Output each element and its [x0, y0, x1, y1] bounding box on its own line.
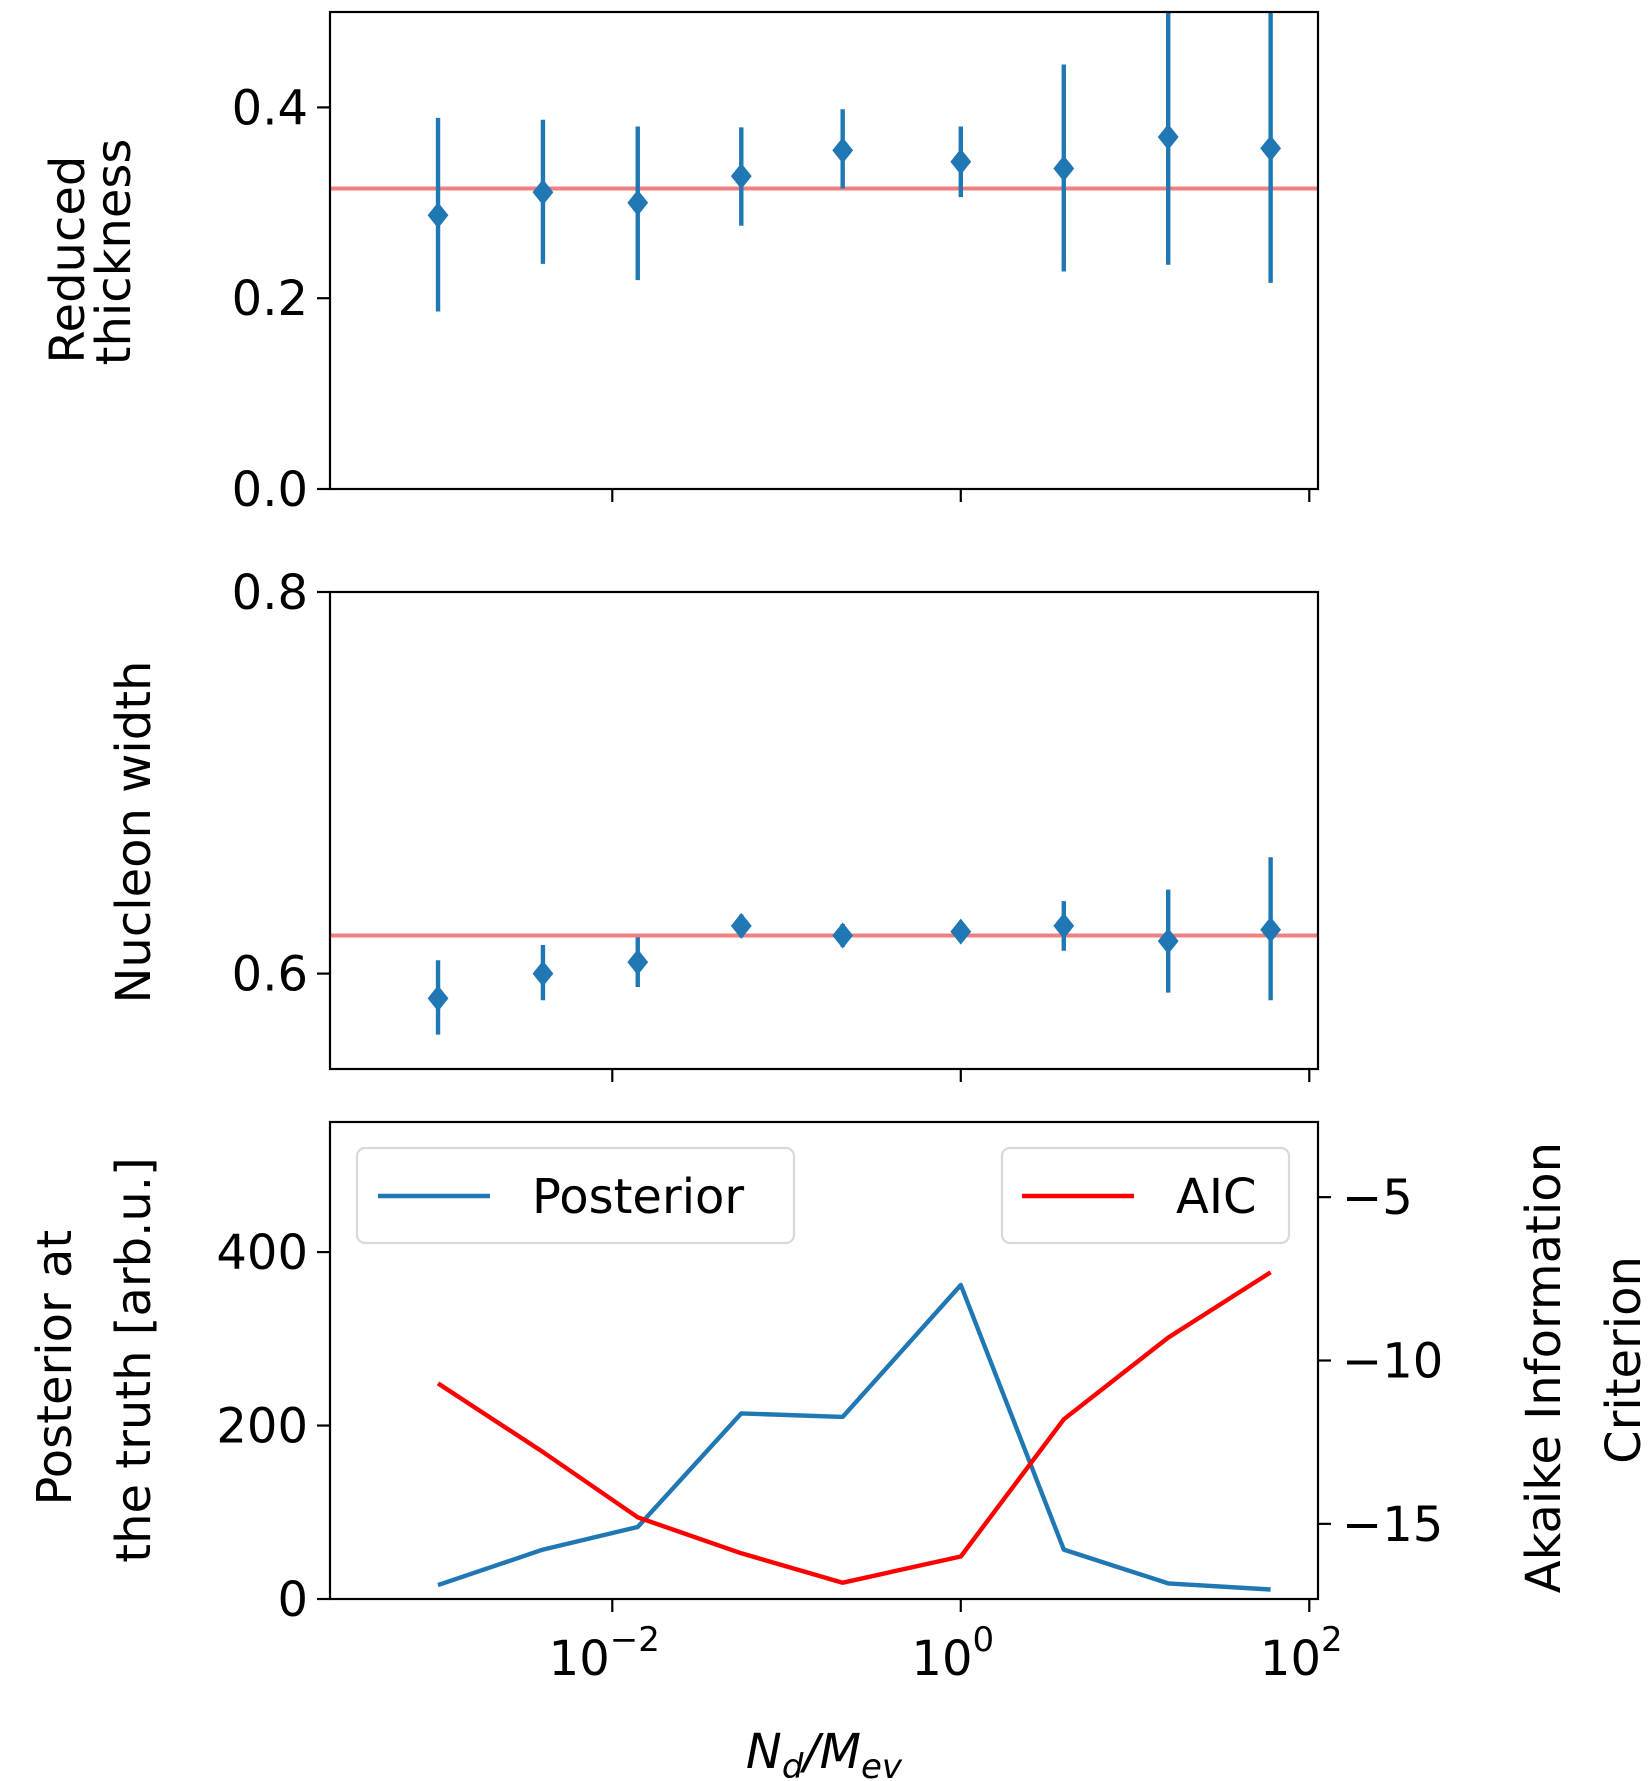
data-point-marker [627, 189, 649, 216]
y-tick-label: 0.0 [232, 462, 308, 518]
legend-box [1000, 1146, 1291, 1245]
data-point-marker [950, 148, 972, 175]
y-axis-right: −15 −10 −5 [1318, 1170, 1443, 1553]
x-tick-base: 10 [911, 1631, 972, 1687]
x-tick-label: 100 [911, 1620, 994, 1687]
data-point-marker [730, 163, 752, 190]
y-axis-label: Nucleon width [106, 661, 162, 1004]
y-tick-label: 400 [216, 1225, 308, 1281]
data-point-marker [1053, 912, 1075, 939]
data-point-marker [427, 202, 449, 229]
series-line-aic [436, 1270, 1272, 1585]
data-point-marker [427, 985, 449, 1012]
y-axis-left: 0 200 400 [216, 1225, 330, 1628]
y-tick-label: 0.4 [232, 80, 308, 136]
y-axis-label-right-text: Akaike Information Criterion [1516, 1127, 1650, 1594]
y-tick-label: −15 [1342, 1497, 1443, 1553]
x-axis [611, 489, 1311, 502]
line-series [436, 1270, 1272, 1592]
data-point-marker [730, 912, 752, 939]
y-axis-label-line-1: Nucleon width [106, 661, 162, 1004]
x-axis-label-sub-ev: ev [861, 1747, 903, 1781]
y-tick-label: −5 [1342, 1170, 1413, 1226]
y-axis: 0.6 0.8 [232, 565, 330, 1003]
plot-frame [328, 590, 1320, 1071]
x-tick-label: 102 [1260, 1620, 1343, 1687]
y-axis-label-line-1: Reduced [40, 156, 96, 364]
error-bar-series [427, 12, 1282, 312]
data-point-marker [1260, 135, 1282, 162]
x-tick-exponent: 0 [973, 1620, 995, 1660]
y-tick-label: −10 [1342, 1334, 1443, 1390]
x-axis-label-n: N [746, 1724, 782, 1780]
y-axis-label-left: Posterior at the truth [arb.u.] [27, 1157, 162, 1563]
y-axis-label-right-line-2: Criterion [1596, 1256, 1650, 1464]
data-point-marker [832, 922, 854, 949]
x-tick-exponent: 2 [1321, 1620, 1343, 1660]
y-axis-label-line-2: thickness [86, 139, 142, 366]
x-tick-base: 10 [549, 1631, 610, 1687]
legend-label: AIC [1176, 1169, 1257, 1225]
data-point-marker [832, 137, 854, 164]
x-axis-label-m: M [820, 1724, 861, 1780]
error-bar-series [427, 857, 1282, 1035]
series-line-posterior [437, 1282, 1271, 1592]
data-point-marker [1053, 155, 1075, 182]
x-tick-exponent: −2 [610, 1620, 660, 1660]
y-tick-label: 0.2 [232, 271, 308, 327]
data-point-marker [950, 918, 972, 945]
legend-posterior: Posterior [355, 1146, 796, 1245]
data-point-marker [627, 949, 649, 976]
x-axis-label: Nd/Mev [746, 1724, 903, 1781]
y-tick-label: 0 [277, 1572, 308, 1628]
x-tick-label: 10−2 [549, 1620, 660, 1687]
data-point-marker [532, 960, 554, 987]
y-axis-label: Reduced thickness [40, 139, 142, 366]
x-axis [611, 1069, 1311, 1082]
legend-box [355, 1146, 796, 1245]
x-axis: 10−2 100 102 [549, 1599, 1343, 1687]
y-tick-label: 200 [216, 1399, 308, 1455]
y-axis-label-right-line-1: Akaike Information [1516, 1142, 1572, 1593]
plot-frame [328, 10, 1320, 491]
data-point-marker [1157, 928, 1179, 955]
data-point-marker [532, 179, 554, 206]
y-axis: 0.0 0.2 0.4 [232, 80, 330, 518]
panel-nucleon-width: 0.6 0.8 Nucleon width [106, 565, 1320, 1082]
data-point-marker [1157, 123, 1179, 150]
y-axis-label-line-1: Posterior at [27, 1230, 83, 1506]
legend-label: Posterior [532, 1169, 744, 1225]
x-tick-base: 10 [1260, 1631, 1321, 1687]
panel-reduced-thickness: 0.0 0.2 0.4 Reduced thickness [40, 10, 1320, 518]
y-axis-label-line-2: the truth [arb.u.] [106, 1157, 162, 1563]
y-tick-label: 0.8 [232, 565, 308, 621]
legend-aic: AIC [1000, 1146, 1291, 1245]
data-point-marker [1260, 916, 1282, 943]
y-tick-label: 0.6 [232, 947, 308, 1003]
x-axis-label-sub-d: d [782, 1747, 804, 1781]
